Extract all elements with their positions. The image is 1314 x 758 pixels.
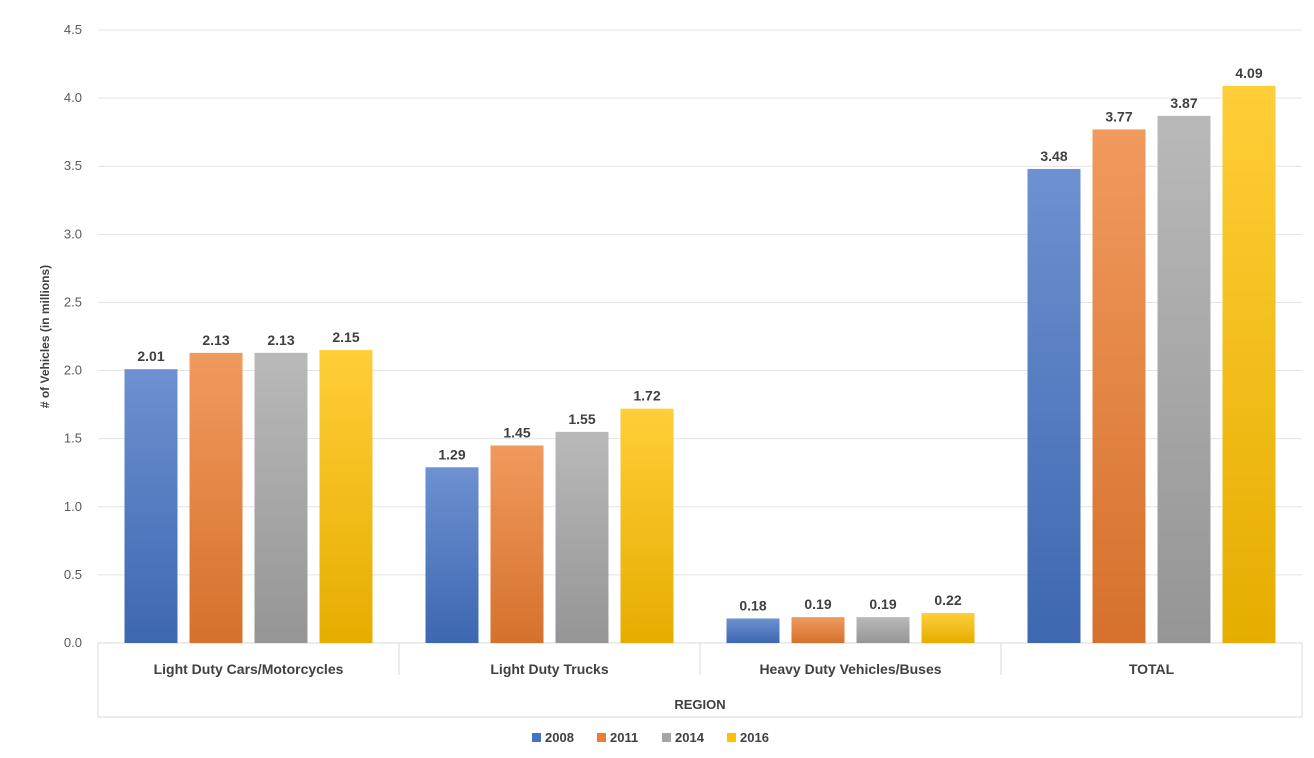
category-label: Heavy Duty Vehicles/Buses [759,661,941,677]
y-tick-label: 3.0 [64,226,82,241]
bar-2014-0 [254,352,308,643]
category-label: Light Duty Cars/Motorcycles [154,661,344,677]
legend-swatch-2014 [662,733,671,742]
y-tick-label: 1.5 [64,431,82,446]
y-tick-label: 2.5 [64,294,82,309]
data-label: 2.15 [332,329,359,345]
data-label: 0.19 [869,596,896,612]
legend-swatch-2008 [532,733,541,742]
data-label: 0.19 [804,596,831,612]
y-axis-ticks: 0.0 0.5 1.0 1.5 2.0 2.5 3.0 3.5 4.0 4.5 [64,22,82,650]
legend-label: 2011 [610,730,638,745]
legend: 2008 2011 2014 2016 [532,730,769,745]
data-label: 4.09 [1235,65,1262,81]
bar-2016-3 [1222,85,1276,643]
bar-2011-0 [189,352,243,643]
y-tick-label: 3.5 [64,158,82,173]
bar-2011-2 [791,617,845,643]
y-tick-label: 0.0 [64,635,82,650]
y-tick-label: 2.0 [64,363,82,378]
category-label: Light Duty Trucks [490,661,608,677]
data-label: 1.45 [503,424,530,440]
legend-label: 2016 [740,730,769,745]
bars [124,85,1276,644]
bar-2014-2 [856,617,910,643]
bar-2008-0 [124,369,178,643]
bar-2014-1 [555,431,609,643]
bar-2008-1 [425,467,479,643]
y-tick-label: 4.0 [64,90,82,105]
bar-2016-0 [319,350,373,643]
data-label: 3.87 [1170,95,1197,111]
x-axis-categories: Light Duty Cars/Motorcycles Light Duty Tr… [154,661,1175,677]
category-label: TOTAL [1129,661,1175,677]
bar-2008-3 [1027,168,1081,644]
legend-swatch-2016 [727,733,736,742]
bar-2016-1 [620,408,674,643]
data-label: 1.72 [633,388,660,404]
legend-label: 2008 [545,730,574,745]
data-label: 2.13 [267,332,294,348]
data-label: 0.22 [934,592,961,608]
data-label: 2.13 [202,332,229,348]
legend-label: 2014 [675,730,705,745]
y-axis-label: # of Vehicles (in millions) [38,265,52,408]
y-tick-label: 4.5 [64,22,82,37]
bar-2014-3 [1157,115,1211,643]
data-label: 3.77 [1105,108,1132,124]
data-label: 1.29 [438,446,465,462]
data-label: 0.18 [739,597,766,613]
data-labels: 2.01 2.13 2.13 2.15 1.29 1.45 1.55 1.72 0.18 0.19… [137,65,1262,614]
bar-2016-2 [921,613,975,643]
bar-2008-2 [726,618,780,643]
y-tick-label: 0.5 [64,567,82,582]
legend-swatch-2011 [597,733,606,742]
data-label: 2.01 [137,348,164,364]
bar-2011-3 [1092,129,1146,644]
x-axis-label: REGION [674,697,725,712]
data-label: 3.48 [1040,148,1067,164]
bar-2011-1 [490,445,544,643]
data-label: 1.55 [568,411,595,427]
y-tick-label: 1.0 [64,499,82,514]
